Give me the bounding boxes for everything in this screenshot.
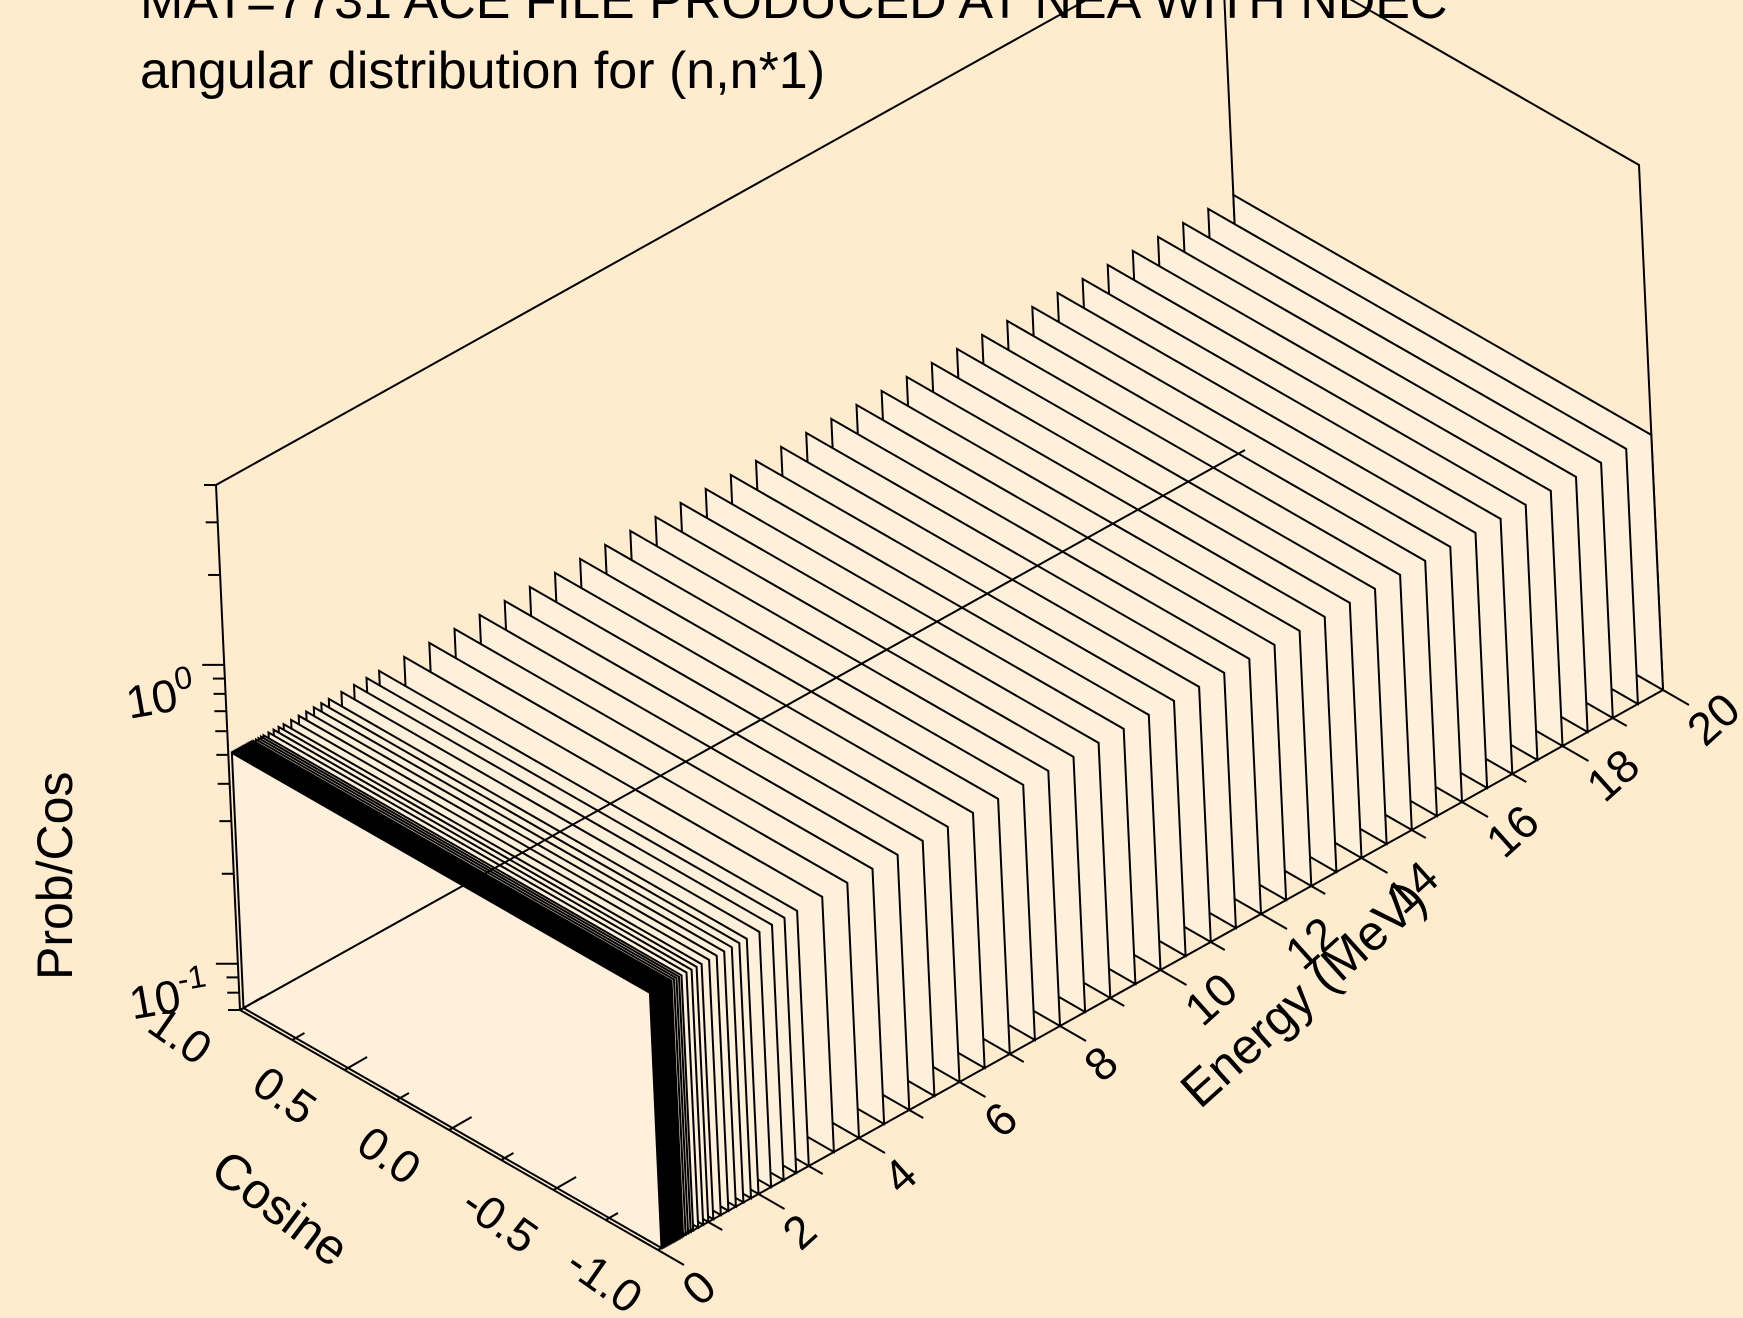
back-wall-left	[214, 0, 1246, 1011]
cosine-tick-label: 0.5	[244, 1056, 326, 1135]
energy-tick	[1562, 745, 1589, 762]
cosine-tick	[291, 1032, 305, 1041]
cosine-tick	[500, 1152, 514, 1161]
energy-tick	[1160, 969, 1187, 986]
cosine-tick	[553, 1176, 577, 1191]
energy-tick	[1461, 801, 1489, 818]
energy-tick-label: 4	[873, 1148, 927, 1204]
energy-tick	[1612, 717, 1628, 727]
energy-tick	[1210, 941, 1226, 951]
energy-tick	[959, 1081, 986, 1098]
energy-tick	[858, 1137, 886, 1154]
energy-tick	[657, 1249, 685, 1266]
cosine-tick	[448, 1116, 473, 1131]
energy-tick	[1260, 913, 1288, 930]
cosine-tick-label: -1.0	[557, 1236, 652, 1318]
z-tick-base: 10	[122, 669, 181, 729]
z-tick-exponent: 0	[171, 659, 195, 698]
cosine-tick	[605, 1212, 619, 1221]
energy-tick	[1310, 885, 1326, 895]
energy-tick	[758, 1193, 785, 1210]
energy-tick	[707, 1221, 723, 1231]
z-tick-exponent: -1	[174, 957, 208, 997]
energy-tick	[1109, 997, 1125, 1007]
z-tick-base: 10	[125, 969, 184, 1029]
cosine-tick	[344, 1056, 368, 1071]
cosine-tick	[239, 996, 264, 1011]
chart-title-line-1: MAT=7731 ACE FILE PRODUCED AT NEA WITH N…	[140, 0, 1448, 30]
distribution-slice	[230, 751, 663, 1250]
energy-tick	[1361, 857, 1388, 874]
z-axis-label: Prob/Cos	[27, 772, 83, 980]
energy-tick-label: 16	[1476, 795, 1549, 868]
energy-tick-label: 20	[1677, 683, 1743, 756]
energy-tick	[808, 1165, 824, 1175]
energy-tick	[1511, 773, 1527, 783]
cosine-tick	[657, 1236, 682, 1251]
cosine-tick-label: -0.5	[453, 1176, 548, 1264]
z-tick-label: 100	[121, 659, 199, 729]
cosine-axis-label: Cosine	[201, 1139, 359, 1277]
energy-tick	[1662, 689, 1690, 706]
cosine-tick	[396, 1092, 410, 1101]
cosine-tick-label: 0.0	[348, 1116, 430, 1195]
energy-tick-label: 0	[672, 1260, 726, 1316]
energy-tick	[908, 1109, 924, 1119]
energy-tick-label: 2	[772, 1204, 826, 1260]
slices	[230, 193, 1665, 1250]
energy-tick-label: 6	[973, 1092, 1027, 1148]
energy-tick	[1411, 829, 1427, 839]
energy-tick	[1059, 1025, 1087, 1042]
energy-tick-label: 8	[1074, 1036, 1128, 1092]
chart-title-line-2: angular distribution for (n,n*1)	[140, 42, 825, 100]
energy-tick-label: 18	[1576, 739, 1649, 812]
z-tick-label: 10-1	[124, 957, 213, 1029]
energy-tick	[1009, 1053, 1025, 1063]
